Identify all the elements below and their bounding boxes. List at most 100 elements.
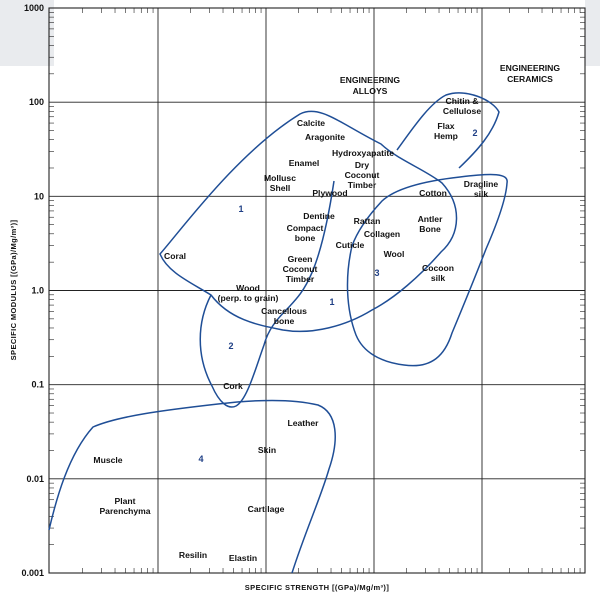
y-tick-label: 1000: [24, 3, 44, 13]
material-label: Wood (perp. to grain): [218, 283, 279, 303]
corner-shade: [0, 0, 54, 66]
material-label: Plant Parenchyma: [99, 496, 150, 516]
material-label-line: (perp. to grain): [218, 293, 279, 303]
y-tick-label: 0.1: [31, 380, 44, 390]
material-label: Hydroxyapatite: [332, 148, 394, 158]
material-label-line: Shell: [270, 183, 291, 193]
material-label: Cancellous bone: [261, 306, 307, 326]
material-label-line: bone: [274, 316, 295, 326]
material-label-line: Coconut: [345, 170, 380, 180]
material-label-line: Compact: [287, 223, 324, 233]
plot-area-frame: [48, 7, 586, 574]
material-label: Leather: [287, 418, 319, 428]
region-number: 3: [374, 268, 379, 278]
material-label: Dentine: [303, 211, 335, 221]
corner-shade-right: [585, 0, 600, 66]
material-label-line: Cartilage: [248, 504, 285, 514]
material-label-line: Green: [288, 254, 313, 264]
grid-lines: [49, 7, 585, 574]
material-label-line: Cuticle: [336, 240, 365, 250]
group-label-line: ENGINEERING: [500, 63, 560, 73]
material-label: Elastin: [229, 553, 257, 563]
material-label-line: Cocoon: [422, 263, 454, 273]
material-label: Chitin & Cellulose: [443, 96, 481, 116]
group-label-line: ALLOYS: [353, 86, 388, 96]
material-label-line: Aragonite: [305, 132, 345, 142]
region-3-outline: [346, 173, 508, 367]
material-label: Cork: [223, 381, 243, 391]
material-label-line: Collagen: [364, 229, 400, 239]
material-label-line: Timber: [286, 274, 315, 284]
material-label: Cuticle: [336, 240, 365, 250]
material-label-line: Dragline: [464, 179, 499, 189]
material-label-line: Resilin: [179, 550, 207, 560]
material-label: Dragline silk: [464, 179, 499, 199]
region-1-outline: [159, 110, 458, 333]
group-label-line: ENGINEERING: [340, 75, 400, 85]
material-label-line: Wood: [236, 283, 260, 293]
material-label-line: Cotton: [419, 188, 447, 198]
material-label: Cocoon silk: [422, 263, 454, 283]
material-label-line: Chitin &: [446, 96, 479, 106]
material-labels: Calcite Aragonite Hydroxyapatite Chitin & Ce…: [93, 96, 498, 563]
material-label: Muscle: [93, 455, 122, 465]
material-label-line: Cellulose: [443, 106, 481, 116]
y-tick-label: 10: [34, 191, 44, 201]
material-label: Resilin: [179, 550, 207, 560]
material-label-line: Cancellous: [261, 306, 307, 316]
material-label: Cotton: [419, 188, 447, 198]
material-label-line: Elastin: [229, 553, 257, 563]
material-label: Coral: [164, 251, 186, 261]
material-label: Collagen: [364, 229, 400, 239]
material-label: Antler Bone: [418, 214, 443, 234]
material-label-line: Skin: [258, 445, 276, 455]
y-tick-label: 0.01: [26, 474, 44, 484]
material-label: Rattan: [354, 216, 381, 226]
group-label: ENGINEERING ALLOYS: [340, 75, 400, 96]
y-tick-label: 1.0: [31, 286, 44, 296]
material-label: Flax Hemp: [434, 121, 458, 141]
material-label: Aragonite: [305, 132, 345, 142]
material-label-line: Rattan: [354, 216, 381, 226]
region-alloys-outline: [396, 92, 500, 169]
region-number: 2: [472, 128, 477, 138]
material-label-line: Timber: [348, 180, 377, 190]
material-label-line: Plant: [114, 496, 135, 506]
material-label-line: bone: [295, 233, 316, 243]
material-label: Calcite: [297, 118, 325, 128]
material-label-line: Coral: [164, 251, 186, 261]
material-label-line: Muscle: [93, 455, 122, 465]
material-label-line: Mollusc: [264, 173, 296, 183]
x-axis-title: SPECIFIC STRENGTH [(GPa)/Mg/m³)]: [245, 583, 390, 592]
region-number: 1: [329, 297, 334, 307]
group-label: ENGINEERING CERAMICS: [500, 63, 560, 84]
material-label-line: Bone: [419, 224, 441, 234]
region-number: 2: [228, 341, 233, 351]
material-label-line: Cork: [223, 381, 243, 391]
region-number: 1: [238, 204, 243, 214]
group-label-line: CERAMICS: [507, 74, 553, 84]
material-label: Plywood: [312, 188, 347, 198]
material-regions: [48, 92, 508, 574]
material-label: Wool: [384, 249, 405, 259]
material-label-line: Parenchyma: [99, 506, 150, 516]
region-4-outline: [48, 399, 336, 574]
y-axis-ticks: 0.001 0.01 0.1 1.0 10 100 1000: [21, 3, 44, 578]
material-label-line: Leather: [287, 418, 319, 428]
material-label: Compact bone: [287, 223, 324, 243]
material-label-line: Hydroxyapatite: [332, 148, 394, 158]
material-label-line: Enamel: [289, 158, 320, 168]
material-label-line: Dry: [355, 160, 370, 170]
material-label: Skin: [258, 445, 276, 455]
material-label-line: silk: [474, 189, 489, 199]
material-label-line: Hemp: [434, 131, 458, 141]
region-numbers: 1 1 2 2 3 4: [198, 128, 477, 464]
material-label: Green Coconut Timber: [283, 254, 318, 284]
region-2-outline: [199, 180, 335, 408]
material-label-line: Flax: [437, 121, 454, 131]
material-label-line: Wool: [384, 249, 405, 259]
material-label-line: silk: [431, 273, 446, 283]
material-label-line: Dentine: [303, 211, 335, 221]
